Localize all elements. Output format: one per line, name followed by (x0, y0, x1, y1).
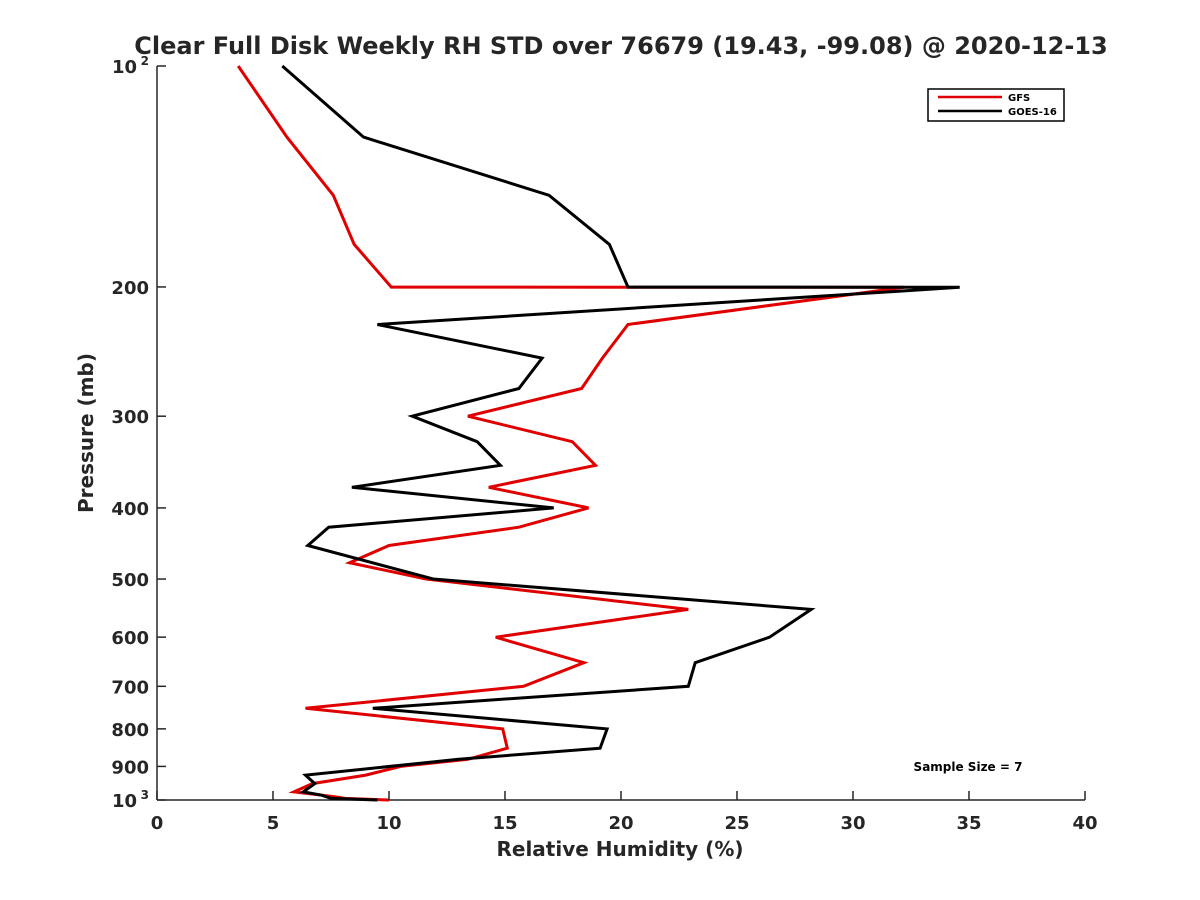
x-tick-label: 20 (608, 813, 633, 834)
y-tick-label: 700 (111, 677, 149, 698)
y-axis: 10 2 200 300 400 500 600 700 800 900 10 3 (111, 54, 166, 812)
y-tick-exponent: 2 (141, 54, 149, 68)
legend-label-goes16: GOES-16 (1008, 107, 1057, 118)
legend-label-gfs: GFS (1008, 93, 1030, 104)
y-tick-label: 600 (111, 628, 149, 649)
y-tick-label: 10 (112, 791, 137, 812)
legend: GFS GOES-16 (927, 88, 1065, 122)
x-axis-label: Relative Humidity (%) (496, 837, 743, 861)
x-tick-label: 30 (840, 813, 865, 834)
y-tick-label: 300 (111, 407, 149, 428)
series-line-goes16 (281, 64, 960, 802)
x-tick-label: 10 (376, 813, 401, 834)
y-tick-label: 500 (111, 570, 149, 591)
x-tick-label: 25 (724, 813, 749, 834)
y-tick-label: 10 (112, 57, 137, 78)
y-tick-label: 200 (111, 278, 149, 299)
x-tick-label: 35 (956, 813, 981, 834)
y-tick-exponent: 3 (141, 788, 149, 802)
x-tick-label: 15 (492, 813, 517, 834)
sample-size-annotation: Sample Size = 7 (914, 760, 1023, 774)
y-tick-label: 800 (111, 720, 149, 741)
chart-title: Clear Full Disk Weekly RH STD over 76679… (134, 32, 1107, 60)
y-tick-label: 400 (111, 499, 149, 520)
x-axis: 0 5 10 15 20 25 30 35 40 (151, 791, 1098, 834)
x-tick-label: 5 (267, 813, 280, 834)
y-axis-label: Pressure (mb) (74, 353, 98, 513)
legend-box (927, 88, 1065, 122)
x-tick-label: 40 (1072, 813, 1097, 834)
series-line-gfs (236, 65, 905, 802)
y-tick-label: 900 (111, 757, 149, 778)
series-layer (236, 64, 960, 802)
x-tick-label: 0 (151, 813, 164, 834)
